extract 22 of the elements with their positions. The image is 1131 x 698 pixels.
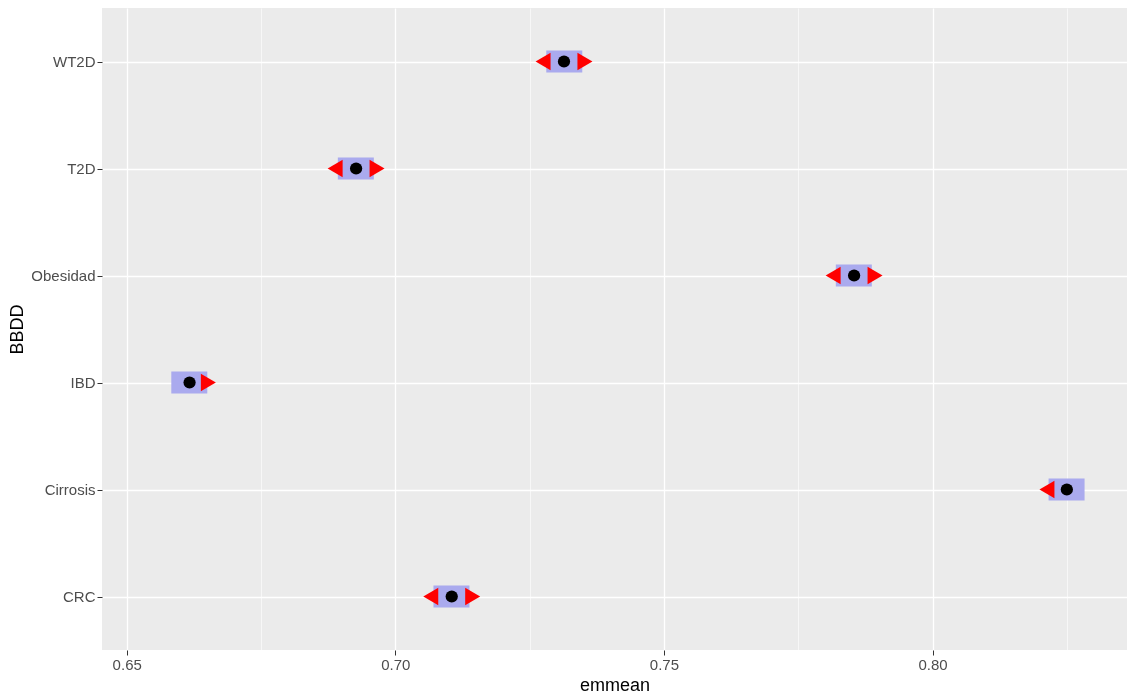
x-tick-label: 0.65 bbox=[112, 655, 142, 673]
y-tick-label: CRC bbox=[63, 588, 96, 605]
y-tick-label: Cirrosis bbox=[44, 481, 96, 498]
point bbox=[369, 159, 385, 178]
point bbox=[200, 373, 216, 392]
y-axis-title: BBDD bbox=[7, 304, 28, 355]
y-tick-label: Obesidad bbox=[31, 267, 96, 284]
point bbox=[423, 587, 439, 606]
point bbox=[867, 266, 883, 285]
point bbox=[327, 159, 343, 178]
y-tick-label: IBD bbox=[70, 374, 96, 391]
y-tick-label: T2D bbox=[67, 160, 96, 177]
point bbox=[1039, 480, 1055, 499]
x-tick-label: 0.70 bbox=[381, 655, 411, 673]
x-axis-title: emmean bbox=[579, 674, 651, 695]
x-tick-label: 0.75 bbox=[649, 655, 680, 673]
x-tick-label: 0.80 bbox=[918, 655, 948, 673]
point bbox=[535, 52, 551, 71]
point bbox=[825, 266, 841, 285]
y-tick-label: WT2D bbox=[53, 53, 96, 70]
point bbox=[577, 52, 593, 71]
point bbox=[465, 587, 481, 606]
